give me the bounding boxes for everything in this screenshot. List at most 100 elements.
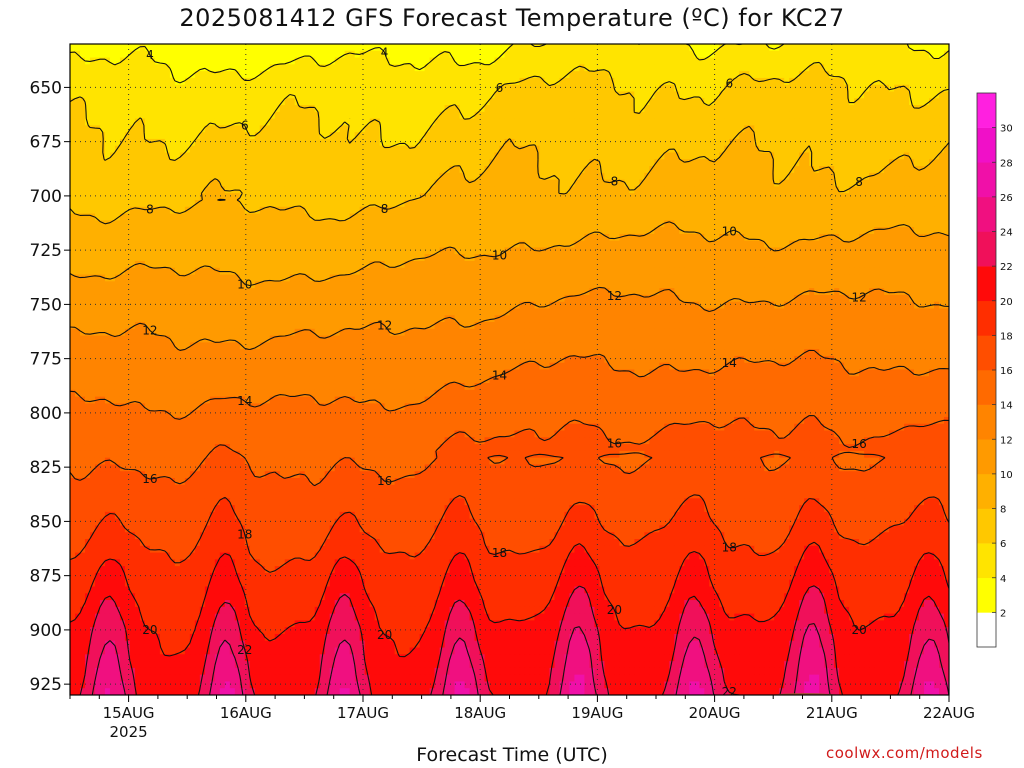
field-cell bbox=[334, 159, 341, 167]
field-cell bbox=[224, 64, 231, 72]
field-cell bbox=[619, 77, 625, 86]
field-cell bbox=[774, 193, 780, 201]
field-cell bbox=[554, 64, 561, 72]
field-cell bbox=[579, 98, 586, 106]
field-cell bbox=[804, 50, 810, 59]
field-cell bbox=[484, 206, 491, 215]
field-cell bbox=[889, 179, 895, 188]
field-cell bbox=[244, 111, 251, 120]
field-cell bbox=[689, 111, 695, 120]
field-cell bbox=[644, 138, 650, 147]
field-cell bbox=[214, 233, 221, 242]
field-cell bbox=[429, 186, 436, 194]
field-cell bbox=[429, 125, 436, 133]
field-cell bbox=[259, 179, 266, 188]
field-cell bbox=[599, 179, 605, 188]
field-cell bbox=[214, 193, 221, 201]
field-cell bbox=[549, 193, 556, 201]
field-cell bbox=[639, 179, 645, 188]
field-cell bbox=[589, 179, 595, 188]
field-cell bbox=[679, 71, 685, 79]
field-cell bbox=[759, 138, 765, 147]
field-cell bbox=[254, 71, 261, 79]
field-cell bbox=[514, 145, 521, 154]
field-cell bbox=[624, 152, 630, 160]
field-cell bbox=[324, 172, 331, 181]
field-cell bbox=[604, 50, 610, 59]
field-cell bbox=[504, 125, 511, 133]
field-cell bbox=[424, 172, 431, 181]
field-cell bbox=[714, 227, 720, 235]
field-cell bbox=[589, 199, 595, 208]
field-cell bbox=[259, 152, 266, 160]
field-cell bbox=[94, 98, 101, 106]
field-cell bbox=[564, 64, 571, 72]
field-cell bbox=[669, 166, 675, 174]
field-cell bbox=[664, 125, 670, 133]
field-cell bbox=[759, 125, 765, 133]
field-cell bbox=[699, 91, 705, 99]
field-cell bbox=[809, 186, 815, 194]
field-cell bbox=[789, 57, 795, 65]
field-cell bbox=[544, 105, 551, 113]
field-cell bbox=[359, 166, 366, 174]
field-cell bbox=[629, 138, 635, 147]
field-cell bbox=[379, 44, 386, 52]
field-cell bbox=[904, 227, 910, 235]
field-cell bbox=[784, 50, 790, 59]
field-cell bbox=[404, 233, 411, 242]
field-cell bbox=[449, 166, 456, 174]
field-cell bbox=[649, 105, 655, 113]
field-cell bbox=[764, 152, 770, 160]
field-cell bbox=[359, 71, 366, 79]
field-cell bbox=[924, 172, 930, 181]
field-cell bbox=[639, 132, 645, 140]
field-cell bbox=[514, 179, 521, 188]
field-cell bbox=[344, 84, 351, 93]
field-cell bbox=[464, 132, 471, 140]
field-cell bbox=[79, 64, 86, 72]
field-cell bbox=[459, 57, 466, 65]
field-cell bbox=[364, 50, 371, 59]
field-cell bbox=[694, 57, 700, 65]
field-cell bbox=[609, 172, 615, 181]
field-cell bbox=[134, 159, 141, 167]
field-cell bbox=[724, 91, 730, 99]
field-cell bbox=[189, 220, 196, 228]
field-cell bbox=[324, 213, 331, 221]
field-cell bbox=[264, 64, 271, 72]
field-cell bbox=[139, 199, 146, 208]
field-cell bbox=[399, 64, 406, 72]
field-cell bbox=[814, 118, 820, 126]
field-cell bbox=[659, 172, 665, 181]
field-cell bbox=[264, 179, 271, 188]
field-cell bbox=[639, 166, 645, 174]
field-cell bbox=[739, 44, 745, 52]
field-cell bbox=[269, 179, 276, 188]
field-cell bbox=[599, 57, 605, 65]
field-cell bbox=[314, 145, 321, 154]
field-cell bbox=[564, 206, 571, 215]
field-cell bbox=[294, 166, 301, 174]
field-cell bbox=[649, 132, 655, 140]
field-cell bbox=[729, 44, 735, 52]
field-cell bbox=[599, 125, 605, 133]
field-cell bbox=[329, 213, 336, 221]
field-cell bbox=[249, 172, 256, 181]
field-cell bbox=[399, 105, 406, 113]
field-cell bbox=[374, 71, 381, 79]
field-cell bbox=[679, 206, 685, 215]
field-cell bbox=[519, 91, 526, 99]
field-cell bbox=[834, 91, 840, 99]
field-cell bbox=[114, 50, 121, 59]
field-cell bbox=[114, 227, 121, 235]
field-cell bbox=[729, 91, 735, 99]
field-cell bbox=[434, 159, 441, 167]
field-cell bbox=[434, 166, 441, 174]
field-cell bbox=[464, 105, 471, 113]
field-cell bbox=[74, 71, 81, 79]
field-cell bbox=[489, 77, 496, 86]
field-cell bbox=[314, 44, 321, 52]
field-cell bbox=[74, 145, 81, 154]
field-cell bbox=[614, 138, 620, 147]
